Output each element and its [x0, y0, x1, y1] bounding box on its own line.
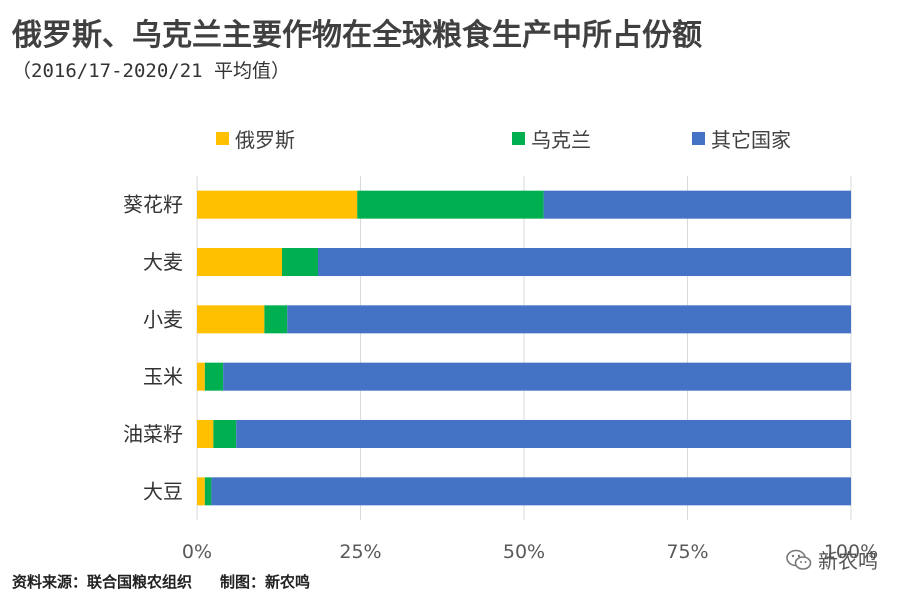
- bar-segment-4-0: [197, 420, 214, 448]
- legend-label-ukraine: 乌克兰: [531, 128, 591, 152]
- bar-segment-5-2: [211, 477, 851, 506]
- bar-segment-3-1: [204, 362, 224, 391]
- chart-subtitle: （2016/17-2020/21 平均值）: [12, 60, 291, 82]
- x-tick-label: 0%: [182, 541, 212, 563]
- x-tick-label: 100%: [824, 541, 878, 563]
- legend-item-ukraine: 乌克兰: [512, 124, 591, 153]
- bar-segment-0-1: [357, 190, 544, 219]
- watermark: 新农鸣: [786, 545, 878, 574]
- category-label: 玉米: [143, 365, 183, 389]
- bar-segment-5-1: [204, 477, 212, 506]
- legend-label-other: 其它国家: [711, 128, 791, 152]
- legend-swatch-other: [692, 132, 705, 145]
- x-tick-label: 75%: [666, 541, 708, 563]
- source-note: 资料来源：联合国粮农组织: [12, 573, 193, 591]
- category-label: 油菜籽: [123, 422, 183, 446]
- legend: 俄罗斯 乌克兰 其它国家: [0, 124, 900, 154]
- category-label: 小麦: [143, 307, 183, 331]
- bar-segment-4-1: [213, 420, 237, 448]
- bar-segment-0-2: [543, 190, 851, 219]
- bar-segment-1-2: [317, 248, 851, 276]
- bar-segment-3-0: [197, 362, 205, 391]
- legend-swatch-russia: [216, 132, 229, 145]
- x-tick-label: 50%: [503, 541, 545, 563]
- wechat-icon: [786, 549, 812, 570]
- maker-note: 制图：新农鸣: [220, 573, 311, 591]
- legend-item-other: 其它国家: [692, 124, 791, 153]
- category-label: 大豆: [143, 479, 183, 503]
- legend-label-russia: 俄罗斯: [235, 128, 295, 152]
- bar-segment-2-1: [264, 305, 288, 334]
- footer: 资料来源：联合国粮农组织 制图：新农鸣: [12, 571, 310, 592]
- bar-segment-2-2: [287, 305, 851, 334]
- bar-segment-4-2: [236, 420, 852, 448]
- bar-segment-2-0: [197, 305, 265, 334]
- bar-segment-0-0: [197, 190, 358, 219]
- watermark-text: 新农鸣: [818, 549, 878, 573]
- bar-segment-1-1: [282, 248, 318, 276]
- legend-swatch-ukraine: [512, 132, 525, 145]
- bar-segment-1-0: [197, 248, 283, 276]
- x-tick-label: 25%: [339, 541, 381, 563]
- category-label: 大麦: [143, 250, 183, 274]
- bar-segment-3-2: [223, 362, 851, 391]
- category-label: 葵花籽: [123, 193, 183, 217]
- chart-title: 俄罗斯、乌克兰主要作物在全球粮食生产中所占份额: [12, 18, 702, 53]
- legend-item-russia: 俄罗斯: [216, 124, 295, 153]
- bar-segment-5-0: [197, 477, 205, 506]
